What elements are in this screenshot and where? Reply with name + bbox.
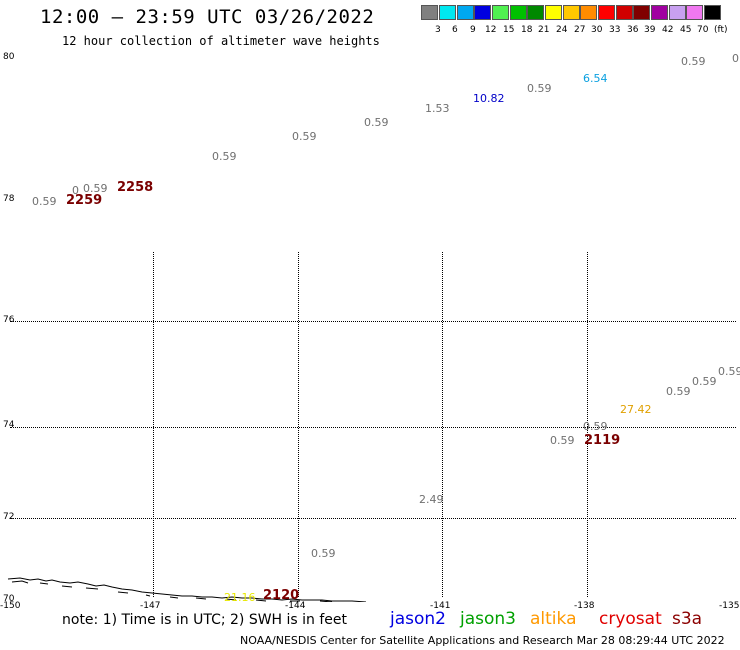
coastline bbox=[7, 577, 367, 602]
wave-height-label: 0 bbox=[72, 184, 79, 197]
lon-tick-135: -135 bbox=[719, 601, 740, 611]
lon-tick-150: -150 bbox=[0, 601, 21, 611]
wave-height-label: 0.59 bbox=[292, 130, 317, 143]
legend-swatch bbox=[492, 5, 509, 20]
legend-label: 45 bbox=[680, 25, 692, 35]
satellite-label-cryosat: cryosat bbox=[599, 609, 662, 629]
legend-label: 30 bbox=[591, 25, 603, 35]
wave-height-label: 0.59 bbox=[666, 385, 691, 398]
wave-height-label: 0.59 bbox=[550, 434, 575, 447]
lat-tick-72: 72 bbox=[3, 512, 15, 522]
lat-tick-80: 80 bbox=[3, 52, 15, 62]
legend-swatch bbox=[457, 5, 474, 20]
wave-height-label: 0.59 bbox=[311, 547, 336, 560]
satellite-label-jason3: jason3 bbox=[460, 609, 516, 629]
gridline-lon-141 bbox=[442, 252, 443, 597]
gridline-lat-74 bbox=[10, 427, 736, 428]
satellite-label-altika: altika bbox=[530, 609, 577, 629]
lat-tick-78: 78 bbox=[3, 194, 15, 204]
legend-swatch bbox=[474, 5, 491, 20]
satellite-label-s3a: s3a bbox=[672, 609, 703, 629]
legend-swatch bbox=[651, 5, 668, 20]
legend-swatch bbox=[633, 5, 650, 20]
wave-height-label: 1.53 bbox=[425, 102, 450, 115]
wave-height-label: 0.59 bbox=[32, 195, 57, 208]
legend-label: 42 bbox=[662, 25, 674, 35]
legend-label: 70 bbox=[697, 25, 709, 35]
legend-label: 36 bbox=[627, 25, 639, 35]
lat-tick-74: 74 bbox=[3, 420, 15, 430]
lat-tick-76: 76 bbox=[3, 315, 15, 325]
wave-height-label: 27.42 bbox=[620, 403, 652, 416]
gridline-lon-144 bbox=[298, 252, 299, 597]
wave-height-label: 0.59 bbox=[732, 52, 740, 65]
legend-swatch bbox=[616, 5, 633, 20]
satellite-label-jason2: jason2 bbox=[390, 609, 446, 629]
legend-label: 33 bbox=[609, 25, 621, 35]
wave-height-label: 10.82 bbox=[473, 92, 505, 105]
legend-label: 18 bbox=[521, 25, 533, 35]
wave-height-label: 0.59 bbox=[718, 365, 740, 378]
lon-tick-147: -147 bbox=[140, 601, 161, 611]
legend-label: 27 bbox=[574, 25, 586, 35]
legend-swatch bbox=[704, 5, 721, 20]
wave-height-label: 0.59 bbox=[83, 182, 108, 195]
legend-swatch bbox=[669, 5, 686, 20]
wave-height-label: 6.54 bbox=[583, 72, 608, 85]
legend-label: 39 bbox=[644, 25, 656, 35]
wave-height-label: 0.59 bbox=[212, 150, 237, 163]
legend-label: 24 bbox=[556, 25, 568, 35]
legend-label: (ft) bbox=[714, 25, 728, 35]
legend-swatch bbox=[563, 5, 580, 20]
legend-swatch bbox=[686, 5, 703, 20]
legend-swatch bbox=[439, 5, 456, 20]
legend-swatch bbox=[545, 5, 562, 20]
legend-swatch bbox=[598, 5, 615, 20]
footer-credit: NOAA/NESDIS Center for Satellite Applica… bbox=[240, 634, 725, 647]
wave-height-label: 0.59 bbox=[692, 375, 717, 388]
gridline-lon-147 bbox=[153, 252, 154, 597]
legend-label: 6 bbox=[452, 25, 458, 35]
legend-swatch bbox=[580, 5, 597, 20]
gridline-lat-72 bbox=[10, 518, 736, 519]
wave-height-label: 0.59 bbox=[527, 82, 552, 95]
lon-tick-144: -144 bbox=[285, 601, 306, 611]
note-text: note: 1) Time is in UTC; 2) SWH is in fe… bbox=[62, 612, 348, 628]
map-subtitle: 12 hour collection of altimeter wave hei… bbox=[62, 34, 380, 48]
gridline-lon-138 bbox=[587, 252, 588, 597]
legend-label: 3 bbox=[435, 25, 441, 35]
lat-tick-70: 70 bbox=[3, 594, 15, 604]
wave-height-label: 21.16 bbox=[224, 591, 256, 604]
wave-height-label: 2.49 bbox=[419, 493, 444, 506]
legend-label: 9 bbox=[470, 25, 476, 35]
legend-swatch bbox=[421, 5, 438, 20]
legend-swatch bbox=[527, 5, 544, 20]
legend-swatch bbox=[510, 5, 527, 20]
lon-tick-138: -138 bbox=[574, 601, 595, 611]
wave-height-label: 0.59 bbox=[681, 55, 706, 68]
pass-time-label: 2119 bbox=[584, 433, 621, 448]
lon-tick-141: -141 bbox=[430, 601, 451, 611]
gridline-lat-76 bbox=[10, 321, 736, 322]
wave-height-label: 0.59 bbox=[364, 116, 389, 129]
pass-time-label: 2259 bbox=[66, 193, 103, 208]
legend-label: 15 bbox=[503, 25, 515, 35]
legend-label: 21 bbox=[538, 25, 550, 35]
pass-time-label: 2258 bbox=[117, 180, 154, 195]
wave-height-label: 0.59 bbox=[583, 420, 608, 433]
legend-label: 12 bbox=[485, 25, 497, 35]
map-title: 12:00 – 23:59 UTC 03/26/2022 bbox=[40, 6, 375, 28]
pass-time-label: 2120 bbox=[263, 588, 300, 603]
